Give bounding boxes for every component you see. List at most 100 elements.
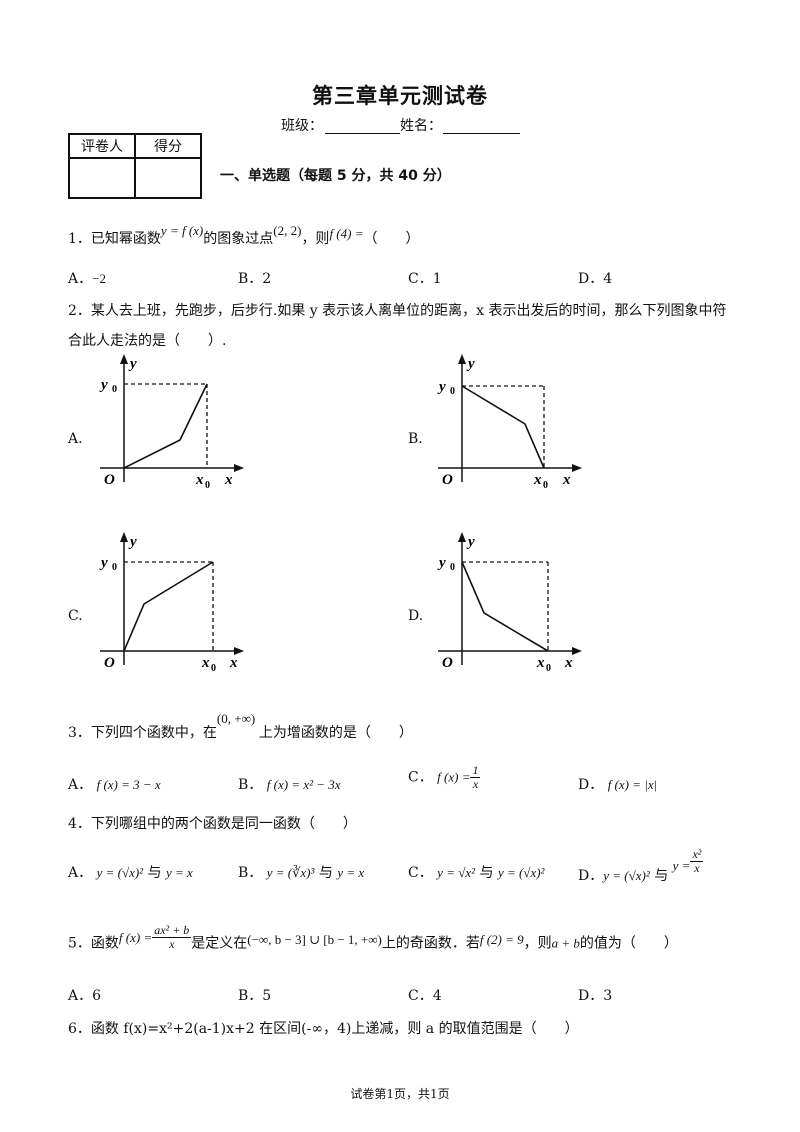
q1-option-c-label: C． (408, 271, 433, 287)
q1-option-d[interactable]: D．4 (578, 268, 612, 288)
page-footer: 试卷第1页，共1页 (350, 1087, 450, 1101)
q1-option-c-value: 1 (432, 271, 442, 287)
q2-graph-a[interactable]: y y 0 O x 0 x (92, 352, 252, 492)
q2-graph-b[interactable]: y y 0 O x 0 x (430, 352, 590, 492)
q5-option-c[interactable]: C．4 (408, 985, 442, 1005)
q4-option-a[interactable]: A． y = (√x)² 与 y = x (68, 862, 193, 882)
q2-option-b-label[interactable]: B. (408, 431, 423, 447)
q5-option-b[interactable]: B．5 (238, 985, 271, 1005)
q3-text-a: 3．下列四个函数中，在 (68, 725, 217, 741)
q4-option-d-label: D． (578, 867, 604, 884)
q1-text-c: ，则 (301, 231, 330, 247)
name-blank[interactable] (443, 115, 520, 134)
q3-option-c-denominator: x (472, 777, 479, 791)
q2-graph-c[interactable]: y y 0 O x 0 x (92, 530, 252, 675)
graph-c-x0-sub: 0 (211, 663, 216, 674)
q5-text-d: ，则 (523, 935, 552, 952)
q1-option-b[interactable]: B．2 (238, 268, 271, 288)
question-5: 5．函数f (x) = ax² + b x 是定义在(−∞, b − 3] ∪ [b … (68, 924, 678, 957)
graph-d-origin: O (442, 655, 453, 671)
q4-option-d-numerator: x² (690, 847, 704, 862)
q5-option-d[interactable]: D．3 (578, 985, 612, 1005)
graph-d-y0-sub: 0 (450, 562, 455, 573)
q1-text-b: 的图象过点 (203, 231, 274, 247)
q4-option-b[interactable]: B． y = (∛x)³ 与 y = x (238, 862, 364, 882)
q5-domain: (−∞, b − 3] ∪ [b − 1, +∞) (247, 931, 382, 947)
q3-option-b-label: B． (238, 777, 263, 793)
question-6: 6．函数 f(x)=x²+2(a-1)x+2 在区间(-∞，4)上递减，则 a … (68, 1021, 579, 1037)
q1-option-c[interactable]: C．1 (408, 268, 442, 288)
graph-c-y0-label: y (99, 555, 108, 571)
graph-c-y-label: y (128, 534, 137, 550)
score-table-score-cell[interactable] (134, 157, 202, 199)
graph-c-y0-sub: 0 (112, 562, 117, 573)
q1-option-d-value: 4 (603, 271, 613, 287)
q4-option-a-and: 与 (147, 865, 162, 881)
q3-option-c-numerator: 1 (470, 763, 481, 778)
q2-option-d-label[interactable]: D. (408, 608, 424, 624)
question-3: 3．下列四个函数中，在(0, +∞)上为增函数的是（ ） (68, 711, 413, 742)
score-table-grader-cell[interactable] (68, 157, 136, 199)
q5-option-a-value: 6 (92, 988, 102, 1004)
q3-option-d[interactable]: D． f (x) = |x| (578, 774, 657, 794)
q4-option-b-and: 与 (318, 865, 333, 881)
q5-option-d-label: D． (578, 988, 604, 1004)
q3-option-b-expr: f (x) = x² − 3x (266, 777, 341, 792)
q5-f-denominator: x (169, 937, 175, 951)
q1-math-a: y = f (x) (160, 223, 204, 238)
q3-option-c[interactable]: C． f (x) = 1 x (408, 763, 481, 791)
q4-option-d-expr-2: y = (672, 857, 691, 873)
q3-option-a[interactable]: A． f (x) = 3 − x (68, 774, 161, 794)
q4-option-d[interactable]: D．y = (√x)² 与 y = x² x (578, 847, 704, 884)
q3-option-c-label: C． (408, 769, 433, 786)
class-blank[interactable] (325, 115, 400, 134)
q4-option-c-expr-1: y = √x² (437, 865, 476, 880)
q4-option-b-expr-2: y = x (337, 865, 365, 880)
question-1: 1．已知幂函数y = f (x)的图象过点(2, 2)，则f (4) =（ ） (68, 223, 419, 248)
q5-option-a[interactable]: A．6 (68, 985, 101, 1005)
q2-graph-d[interactable]: y y 0 O x 0 x (430, 530, 590, 675)
q5-option-a-label: A． (68, 988, 93, 1004)
graph-a-x0-sub: 0 (205, 480, 210, 491)
q1-option-a-value: −2 (92, 271, 106, 286)
q3-option-a-label: A． (68, 777, 93, 793)
q1-option-b-value: 2 (262, 271, 272, 287)
q2-option-a-label[interactable]: A. (68, 431, 83, 447)
q3-interval: (0, +∞) (216, 711, 256, 726)
graph-a-y0-label: y (99, 377, 108, 393)
graph-b-y0-sub: 0 (450, 386, 455, 397)
q4-option-c[interactable]: C． y = √x² 与 y = (√x)² (408, 862, 544, 882)
q3-text-b: 上为增函数的是（ ） (258, 725, 413, 741)
q4-option-b-expr-1: y = (∛x)³ (266, 865, 315, 880)
q5-f-left: f (x) = (118, 929, 153, 945)
graph-a-x0-label: x (195, 472, 204, 488)
q5-text-b: 是定义在 (191, 935, 248, 952)
graph-c-x0-label: x (201, 655, 210, 671)
q3-option-b[interactable]: B． f (x) = x² − 3x (238, 774, 341, 794)
q1-option-a[interactable]: A．−2 (68, 268, 106, 288)
graph-b-x-label: x (562, 472, 571, 488)
graph-d-x0-label: x (536, 655, 545, 671)
q5-option-b-value: 5 (262, 988, 272, 1004)
graph-c-x-label: x (229, 655, 238, 671)
q4-option-c-expr-2: y = (√x)² (497, 865, 545, 880)
q2-line-1: 2．某人去上班，先跑步，后步行.如果 y 表示该人离单位的距离，x 表示出发后的… (68, 303, 727, 319)
q4-option-a-expr-1: y = (√x)² (96, 865, 144, 880)
graph-a-x-label: x (224, 472, 233, 488)
q4-option-b-label: B． (238, 865, 263, 881)
q5-cond: f (2) = 9 (479, 931, 524, 947)
q4-option-a-expr-2: y = x (166, 865, 193, 880)
question-4: 4．下列哪组中的两个函数是同一函数（ ） (68, 816, 357, 832)
q3-option-d-expr: f (x) = |x| (607, 777, 658, 792)
q5-text-e: 的值为（ ） (579, 935, 678, 952)
q1-math-c: f (4) = (329, 226, 364, 241)
graph-a-y-label: y (128, 356, 137, 372)
q1-text-a: 1．已知幂函数 (68, 231, 161, 247)
q5-text-c: 上的奇函数．若 (381, 935, 480, 952)
graph-b-y-label: y (466, 356, 475, 372)
q4-option-c-and: 与 (479, 865, 494, 881)
graph-d-y0-label: y (437, 555, 446, 571)
graph-c-origin: O (104, 655, 115, 671)
q2-option-c-label[interactable]: C. (68, 608, 83, 624)
graph-d-y-label: y (466, 534, 475, 550)
